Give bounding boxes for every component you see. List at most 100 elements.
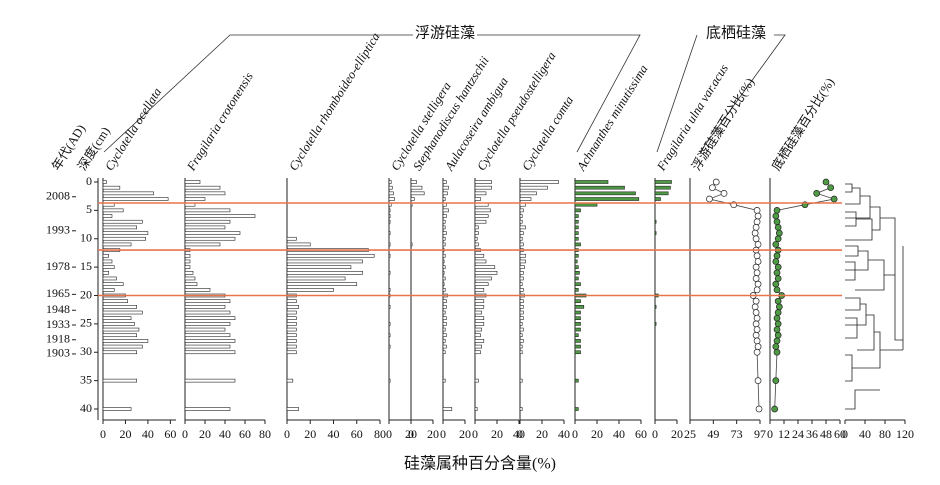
group-connectors [103,34,786,153]
bar [442,310,446,315]
bar [102,282,124,286]
bar [286,259,363,264]
bar [388,242,391,247]
x-tick-label: 60 [351,427,363,441]
bar [442,344,447,349]
bar [102,322,135,326]
bar [442,236,446,241]
point [774,235,782,243]
bar [184,288,211,292]
bar [102,276,117,281]
bar [286,305,299,309]
x-tick-label: 25 [684,427,696,441]
x-tick-label: 0 [472,427,478,441]
bar [474,259,487,264]
bar [442,214,447,218]
point [774,331,782,339]
x-tick-label: 36 [806,427,818,441]
point [754,258,762,265]
y-tick-label: 5 [86,202,92,216]
dendrogram [845,183,904,410]
bar [184,407,231,411]
bar [519,180,559,184]
x-tick-label: 73 [731,427,743,441]
x-tick-label: 20 [405,427,417,441]
bar [184,327,226,332]
bar [102,378,137,383]
bar [574,270,580,275]
bar [519,259,526,264]
point [754,377,762,384]
x-tick-label: 40 [328,427,340,441]
bar [574,185,625,190]
bar [519,327,524,332]
bar [519,197,532,201]
point [755,405,763,413]
bar [474,299,485,303]
bar [519,350,523,355]
bar [519,214,523,218]
bar [286,322,297,326]
bar [286,327,297,332]
x-tick-label: 40 [513,427,525,441]
age-label: 1993 [46,223,70,237]
x-tick-label: 20 [491,427,503,441]
x-tick-label: 80 [259,427,271,441]
point [752,331,760,339]
bar [519,276,524,281]
bar [574,276,579,281]
point [773,269,781,277]
x-tick-label: 40 [613,427,625,441]
bar [102,299,129,303]
bar [574,219,579,224]
bar [286,299,297,303]
point [753,326,761,333]
bar [519,310,524,315]
point [751,303,759,311]
bar [184,231,241,235]
bar [574,214,579,218]
bar [102,208,124,213]
column-header: Cyclotella rhomboideo-elliptica [286,30,383,173]
bar [474,276,492,281]
bar [184,310,231,315]
bar [388,344,391,349]
point [774,263,782,271]
bar [286,350,297,355]
bar [286,316,297,321]
bar [102,270,109,275]
x-tick-label: 0 [517,427,523,441]
bar [102,253,109,258]
x-tick-label: 20 [459,427,471,441]
x-tick-label: 60 [834,427,846,441]
bar [474,225,479,230]
x-tick-label: 12 [778,427,790,441]
bar [184,225,226,230]
bar [519,231,524,235]
bar [184,219,231,224]
bar [184,208,231,213]
bar [474,180,492,184]
bar [519,225,526,230]
bar [519,344,523,349]
point [706,195,713,203]
bar [654,185,671,190]
point [754,280,762,288]
bar [474,208,491,213]
point [772,212,780,220]
bar [388,270,391,275]
point [753,348,761,356]
bar [442,208,449,213]
bar [442,185,449,190]
bar [388,231,391,235]
bar [474,339,485,343]
bar [286,344,297,349]
point [752,263,760,271]
bar [574,333,579,338]
y-tick-label: 40 [80,401,92,415]
x-tick-label: 0 [652,427,658,441]
bar [184,214,256,218]
bar [442,225,446,230]
bar [102,288,115,292]
bar [184,253,191,258]
